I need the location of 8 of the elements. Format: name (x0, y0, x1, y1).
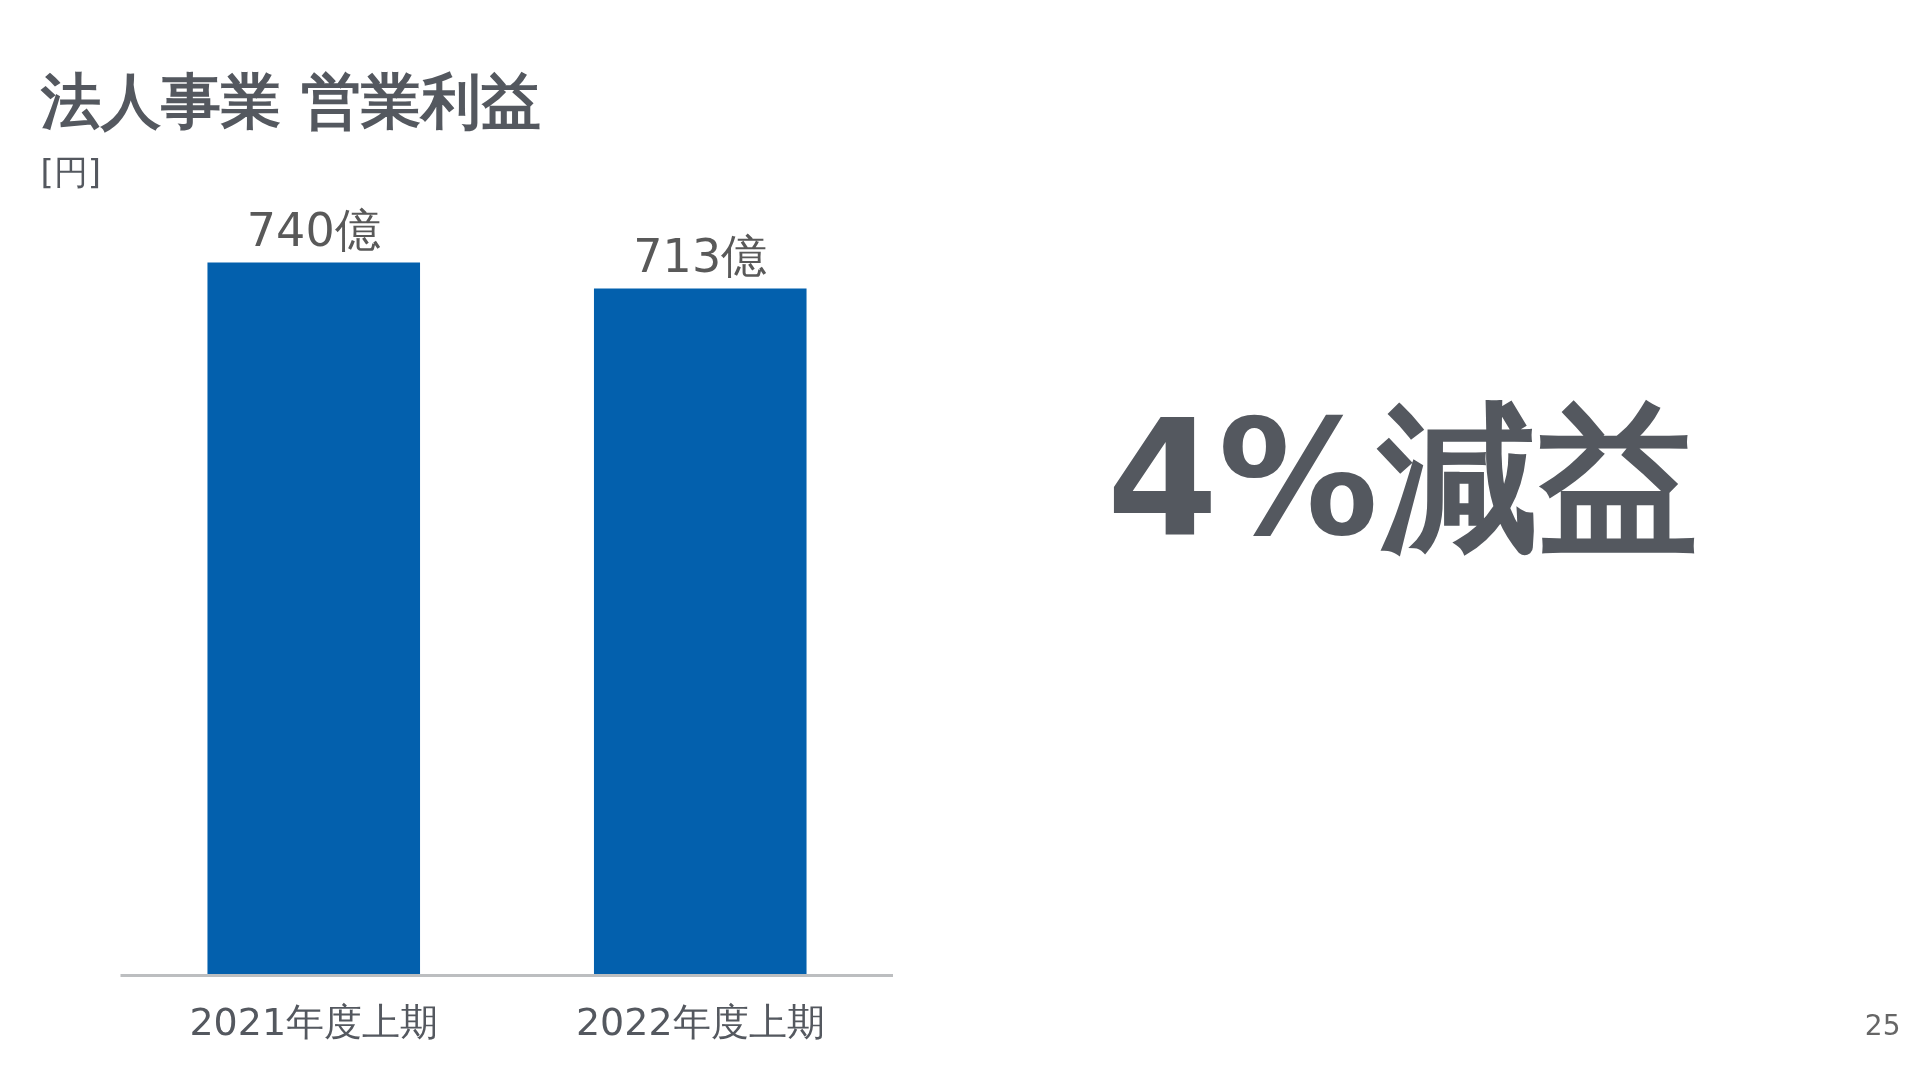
chart-title: 法人事業 営業利益 (39, 65, 542, 136)
y-axis-title: [円] (40, 151, 102, 192)
text: 25 (1864, 1008, 1901, 1042)
data-label: 713億 (633, 228, 768, 283)
x-tick-label: 2021年度上期 (189, 999, 439, 1044)
text: 4%減益 (1106, 385, 1699, 572)
data-label: 740億 (246, 202, 381, 257)
x-tick-label: 2022年度上期 (575, 999, 825, 1044)
